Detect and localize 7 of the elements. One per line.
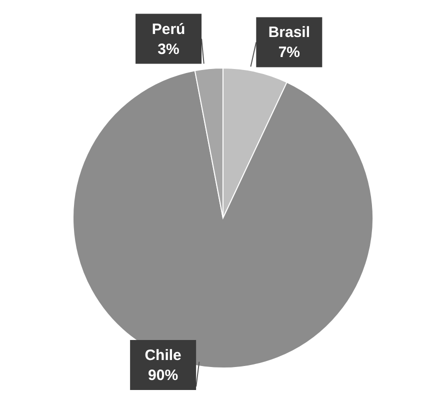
data-label: 3% xyxy=(158,40,180,58)
pie-slice xyxy=(72,70,374,368)
data-label: 7% xyxy=(278,44,300,62)
slice-label: Perú xyxy=(152,20,186,38)
slice-label: Chile xyxy=(144,347,182,364)
data-label: 90% xyxy=(148,367,178,384)
slice-label: Brasil xyxy=(268,24,310,42)
